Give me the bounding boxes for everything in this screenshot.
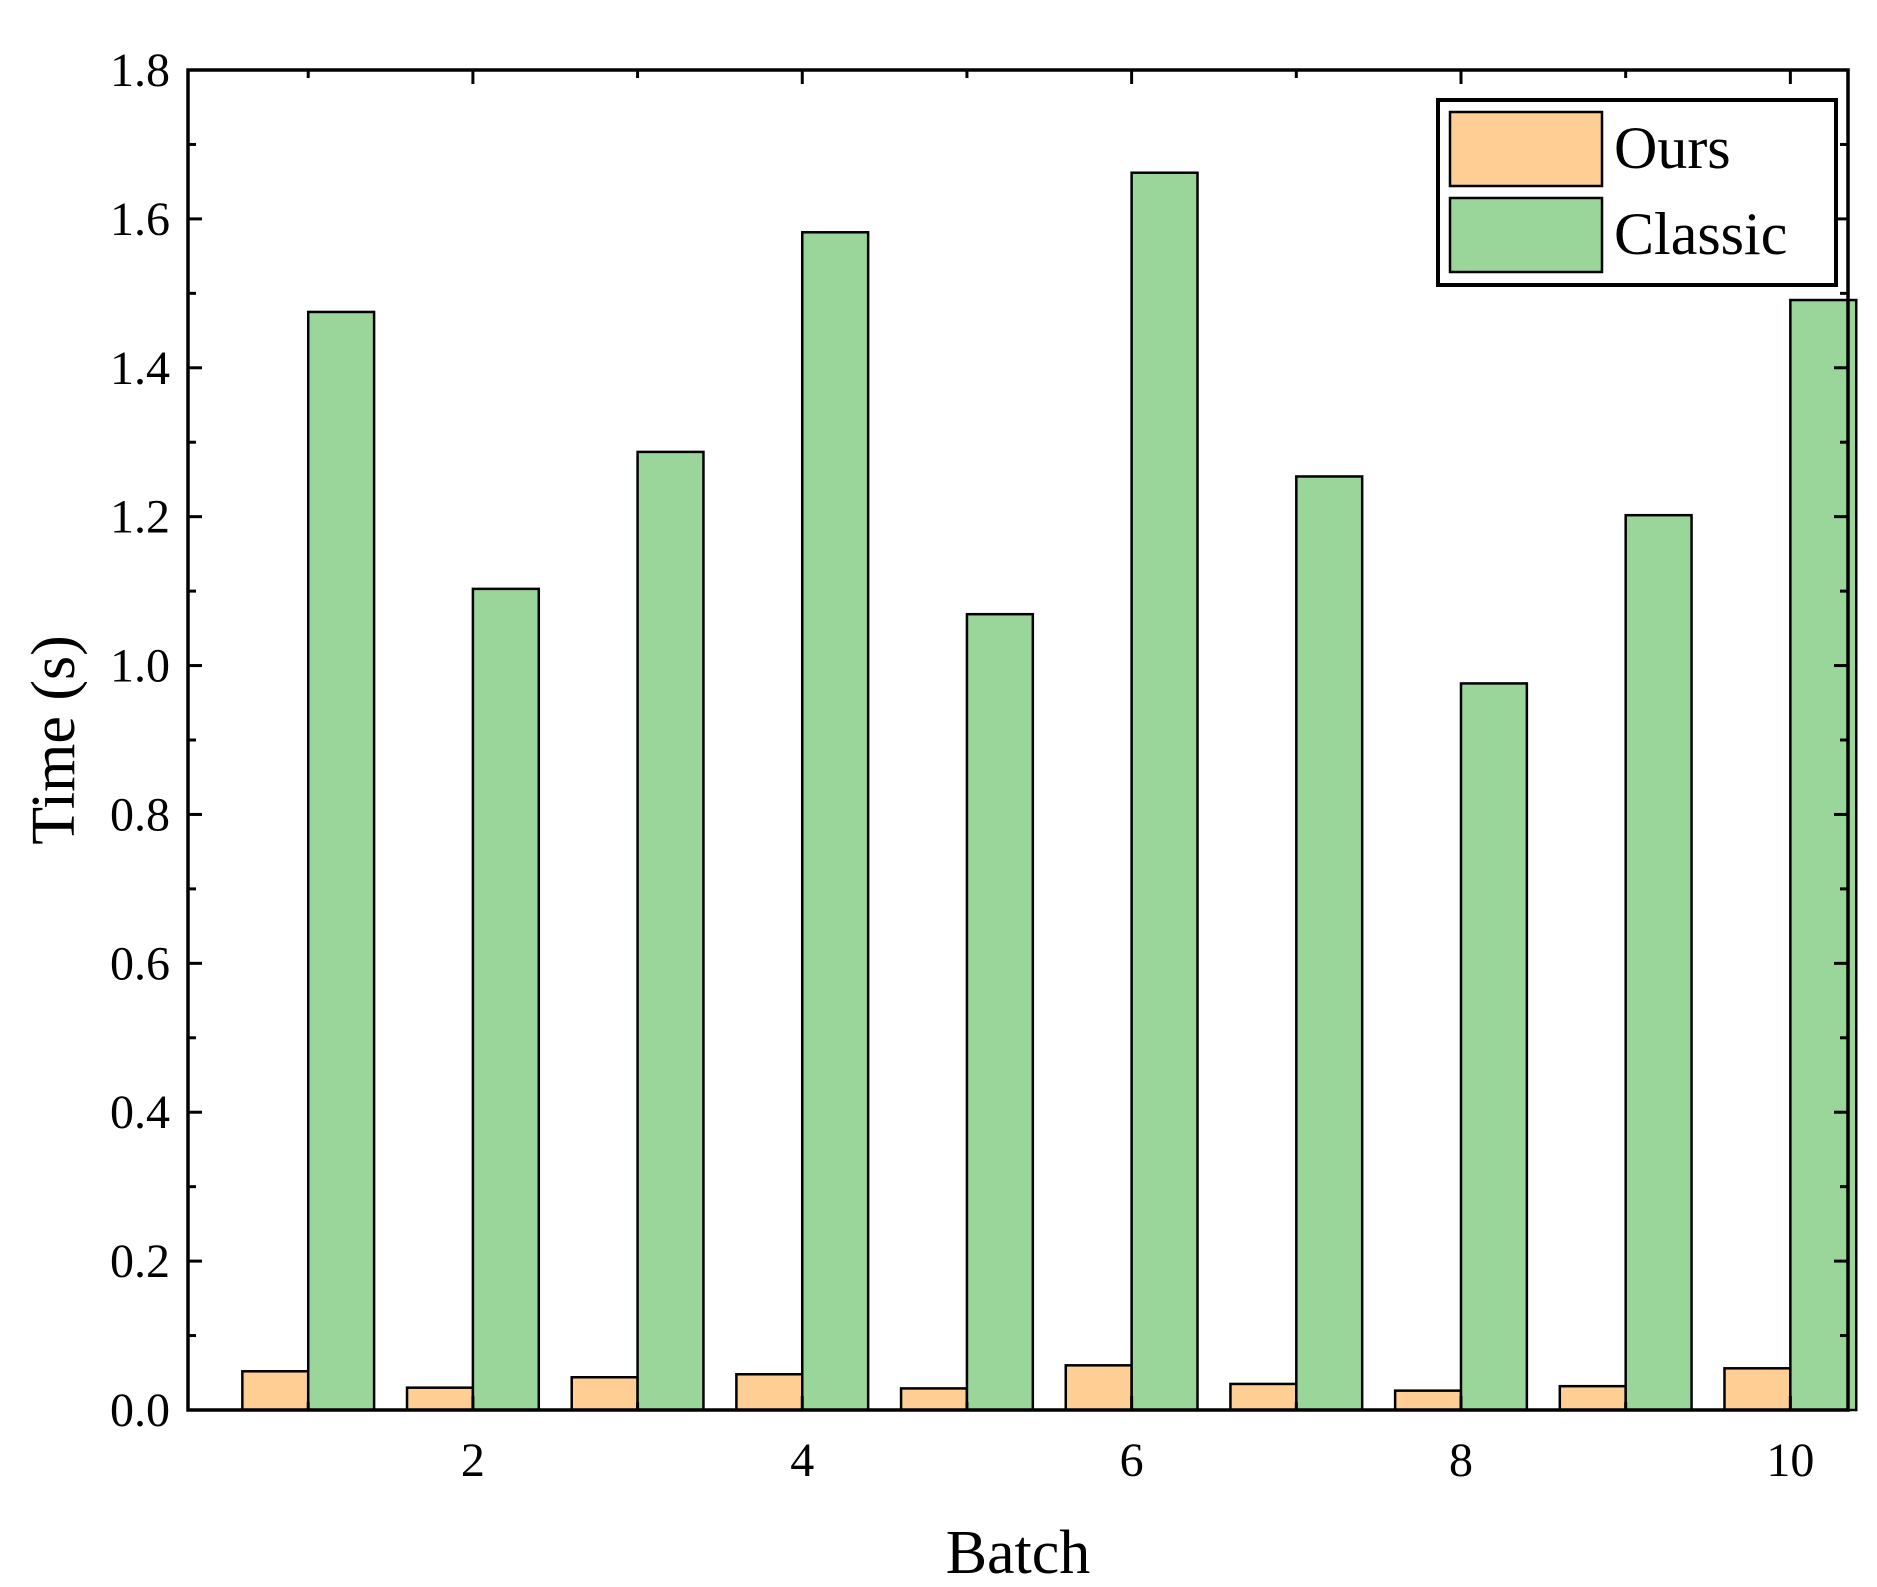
y-tick-label: 0.0 (110, 1384, 170, 1437)
y-tick-label: 0.6 (110, 937, 170, 990)
bar-classic-9 (1624, 513, 1693, 1412)
plot-frame (186, 68, 1850, 1412)
legend: Ours Classic (1436, 98, 1838, 287)
y-tick-label: 1.2 (110, 491, 170, 544)
bar-ours-8 (1393, 1389, 1463, 1412)
legend-label-ours: Ours (1614, 115, 1731, 181)
y-tick-label: 1.6 (110, 193, 170, 246)
x-tick-label: 6 (1120, 1434, 1144, 1487)
y-tick-label: 0.4 (110, 1086, 170, 1139)
bar-classic-4 (801, 231, 870, 1412)
y-axis-title: Time (s) (20, 635, 88, 845)
bar-classic-1 (306, 310, 376, 1412)
y-tick-label: 1.8 (110, 44, 170, 97)
bar-ours-2 (405, 1386, 475, 1412)
x-axis-title: Batch (946, 1519, 1091, 1582)
y-tick-label: 0.8 (110, 788, 170, 841)
bar-ours-6 (1064, 1364, 1133, 1412)
bar-classic-5 (965, 612, 1035, 1412)
x-tick-label: 2 (461, 1434, 485, 1487)
bar-ours-10 (1723, 1367, 1792, 1412)
bar-classic-8 (1459, 682, 1529, 1412)
legend-swatch-ours (1448, 110, 1604, 188)
x-tick-label: 4 (790, 1434, 814, 1487)
bar-classic-7 (1295, 475, 1364, 1412)
x-tick-label: 8 (1449, 1434, 1473, 1487)
labels-layer: 0.0 0.2 0.4 0.6 0.8 1.0 1.2 1.4 1.6 1.8 2 4 6 8 10 (110, 44, 1814, 1487)
bar-classic-6 (1130, 171, 1199, 1412)
bar-ours-3 (570, 1375, 639, 1412)
bar-ours-9 (1558, 1384, 1627, 1412)
bar-ours-5 (899, 1387, 969, 1412)
bar-classic-3 (636, 450, 705, 1412)
y-tick-label: 1.4 (110, 342, 170, 395)
bar-ours-4 (735, 1373, 804, 1412)
y-tick-label: 1.0 (110, 640, 170, 693)
legend-label-classic: Classic (1614, 201, 1787, 267)
x-tick-label: 10 (1766, 1434, 1814, 1487)
bars-layer (241, 171, 1858, 1412)
y-tick-label: 0.2 (110, 1235, 170, 1288)
bar-classic-2 (471, 587, 541, 1412)
bar-ours-1 (241, 1370, 310, 1412)
bar-ours-7 (1229, 1382, 1298, 1412)
legend-swatch-classic (1448, 196, 1604, 274)
